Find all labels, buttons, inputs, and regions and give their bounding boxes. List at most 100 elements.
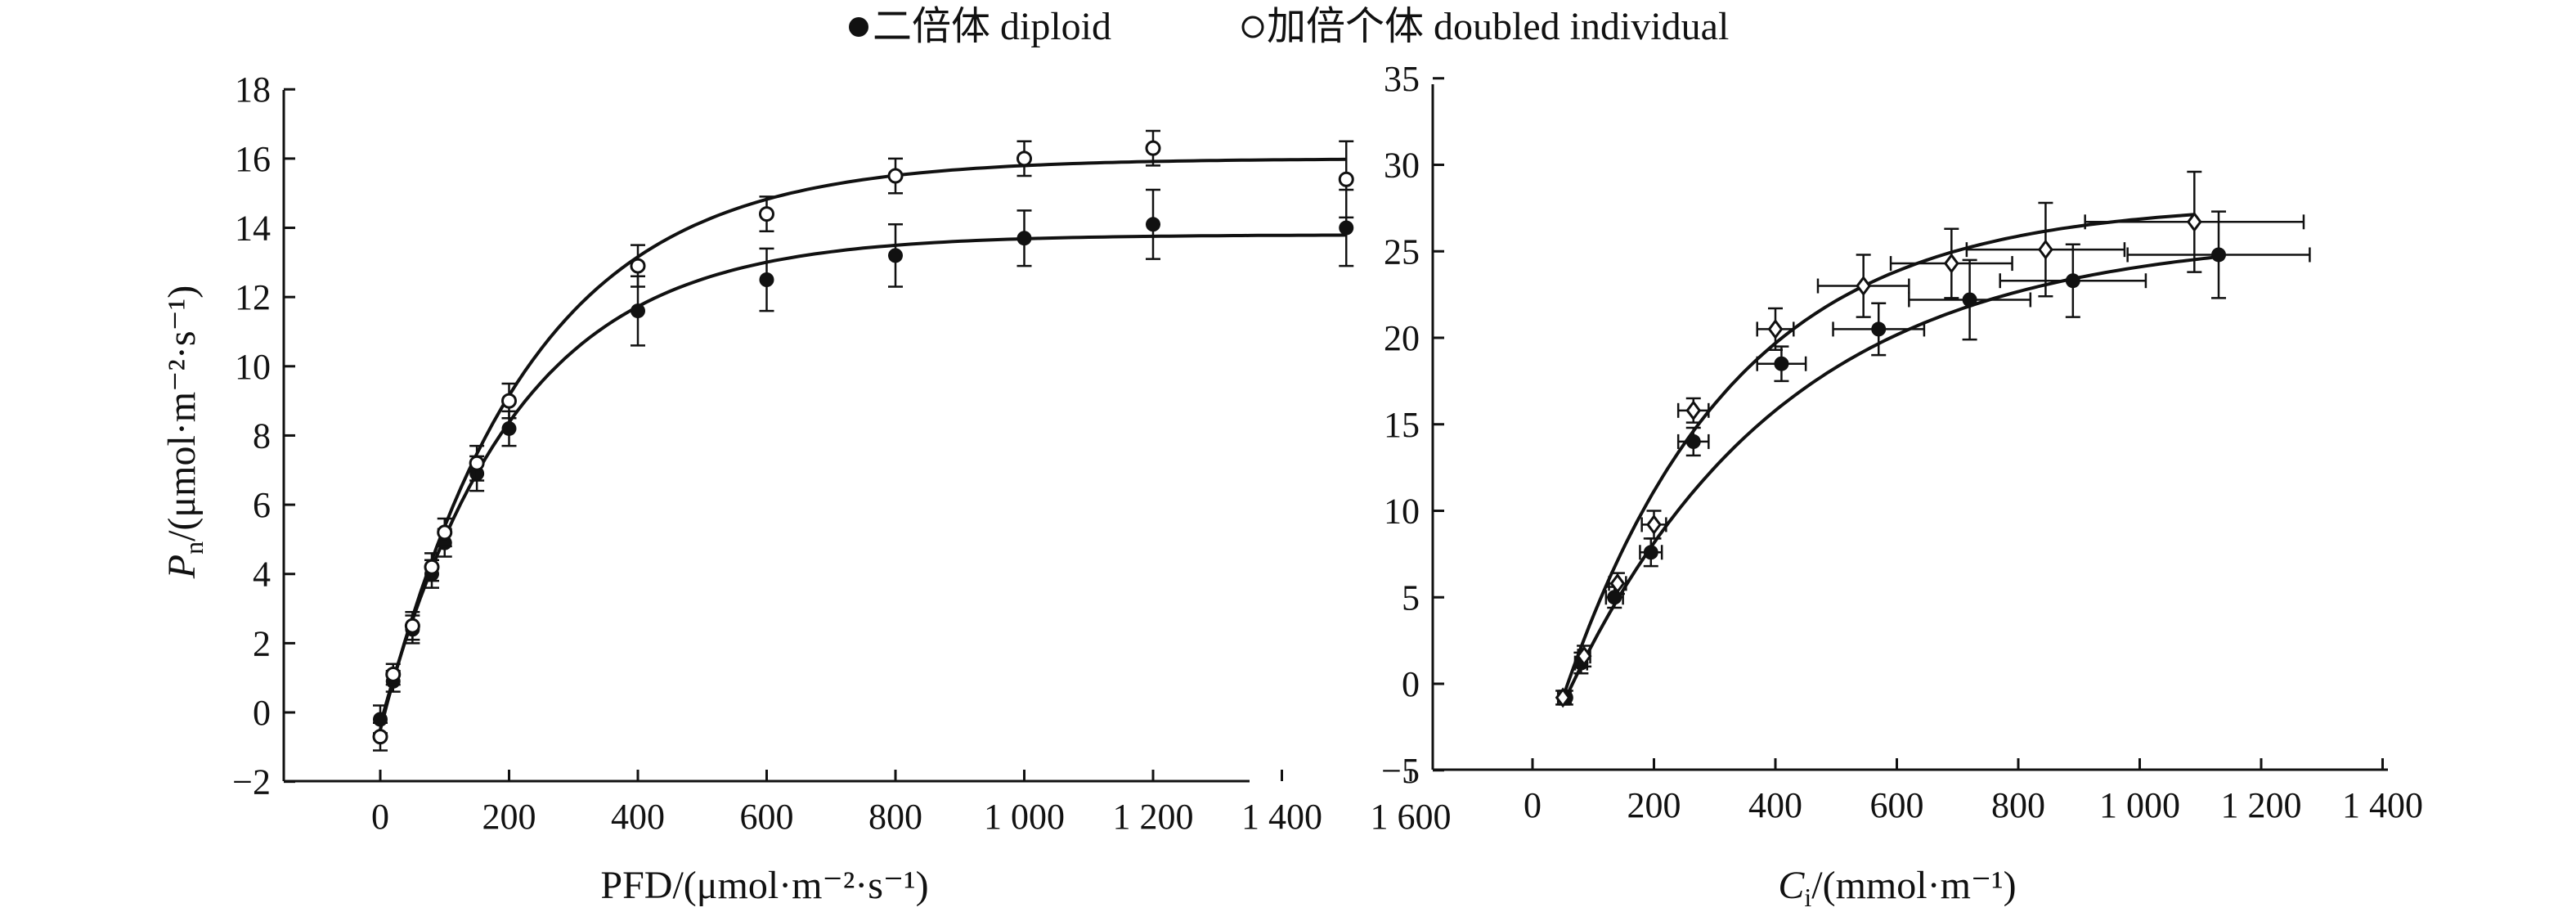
left-point-diploid bbox=[631, 303, 645, 319]
left-x-tick-label: 1 400 bbox=[1241, 797, 1322, 837]
left-y-tick-label: 6 bbox=[253, 485, 271, 525]
left-point-doubled bbox=[1016, 151, 1032, 167]
left-point-doubled bbox=[1338, 171, 1354, 187]
legend: 二倍体 diploid 加倍个体 doubled individual bbox=[849, 5, 1729, 48]
left-point-doubled bbox=[1145, 140, 1161, 156]
right-x-axis-title-rest: /(mmol·m⁻¹) bbox=[1811, 864, 2016, 907]
left-fit-curve-doubled bbox=[379, 157, 1347, 730]
right-y-tick-label: 10 bbox=[1384, 492, 1420, 532]
left-point-diploid bbox=[759, 272, 774, 287]
left-y-tick-label: −2 bbox=[232, 762, 271, 802]
left-y-tick-label: 2 bbox=[253, 623, 271, 663]
right-point-doubled bbox=[1767, 318, 1784, 339]
right-y-tick-label: 20 bbox=[1384, 318, 1420, 358]
right-x-tick-label: 1 400 bbox=[2342, 785, 2423, 825]
right-x-tick-label: 800 bbox=[1991, 785, 2045, 825]
left-x-tick-label: 1 200 bbox=[1113, 797, 1194, 837]
left-y-tick-label: 8 bbox=[253, 416, 271, 456]
right-point-doubled bbox=[1856, 276, 1872, 297]
legend-doubled-marker bbox=[1241, 16, 1264, 38]
right-x-tick-label: 600 bbox=[1870, 785, 1924, 825]
left-y-tick-label: 0 bbox=[253, 693, 271, 733]
left-y-axis-title-sub: n bbox=[179, 541, 209, 555]
left-x-axis-title: PFD/(μmol·m⁻²·s⁻¹) bbox=[600, 864, 928, 907]
left-y-axis-title: Pn/(μmol·m⁻²·s⁻¹) bbox=[160, 285, 209, 579]
right-point-doubled bbox=[1943, 253, 1959, 274]
left-y-tick-label: 14 bbox=[235, 209, 271, 249]
left-y-axis-title-main: P bbox=[160, 555, 204, 579]
right-point-diploid bbox=[1774, 356, 1789, 371]
left-point-doubled bbox=[437, 524, 453, 541]
left-fit-curve-diploid bbox=[379, 233, 1347, 726]
left-point-doubled bbox=[887, 168, 904, 184]
left-point-diploid bbox=[1339, 220, 1354, 236]
right-point-diploid bbox=[1643, 545, 1658, 560]
right-fit-curve-diploid bbox=[1564, 255, 2219, 699]
left-point-doubled bbox=[404, 618, 420, 634]
right-point-doubled bbox=[1576, 645, 1592, 667]
left-y-tick-label: 12 bbox=[235, 277, 271, 317]
right-x-axis-title-sub: i bbox=[1804, 883, 1811, 912]
right-x-tick-label: 1 000 bbox=[2099, 785, 2180, 825]
legend-doubled-label: 加倍个体 doubled individual bbox=[1267, 5, 1729, 48]
left-x-tick-label: 400 bbox=[611, 797, 665, 837]
right-point-diploid bbox=[1871, 321, 1887, 337]
right-data-marks bbox=[1555, 170, 2311, 708]
right-y-tick-label: 25 bbox=[1384, 231, 1420, 272]
left-point-diploid bbox=[501, 420, 517, 436]
left-point-doubled bbox=[424, 559, 440, 575]
legend-diploid-label: 二倍体 diploid bbox=[873, 5, 1111, 48]
left-y-tick-label: 10 bbox=[235, 347, 271, 387]
left-y-tick-label: 18 bbox=[235, 70, 271, 110]
left-y-axis-title-rest: /(μmol·m⁻²·s⁻¹) bbox=[160, 285, 204, 541]
right-x-tick-label: 400 bbox=[1748, 785, 1802, 825]
right-point-diploid bbox=[2211, 247, 2227, 263]
left-y-tick-label: 16 bbox=[235, 139, 271, 179]
right-point-doubled bbox=[1646, 514, 1662, 535]
left-x-tick-label: 200 bbox=[482, 797, 536, 837]
left-x-tick-label: 600 bbox=[740, 797, 794, 837]
right-axes: −5 0 5 10 15 20 25 30 35 0 200 400 600 800 1 000 1 200 1… bbox=[1381, 59, 2423, 825]
right-y-tick-label: 0 bbox=[1402, 664, 1420, 704]
legend-diploid-marker bbox=[849, 17, 868, 37]
right-point-doubled bbox=[1555, 687, 1571, 708]
left-point-diploid bbox=[888, 248, 903, 263]
left-point-doubled bbox=[372, 729, 388, 745]
left-point-doubled bbox=[501, 393, 517, 409]
right-point-doubled bbox=[2186, 211, 2202, 232]
left-x-tick-label: 0 bbox=[371, 797, 389, 837]
right-point-diploid bbox=[1607, 590, 1622, 605]
right-point-doubled bbox=[1685, 400, 1702, 421]
right-y-tick-label: 35 bbox=[1384, 59, 1420, 99]
right-point-diploid bbox=[1685, 434, 1701, 449]
right-x-tick-label: 0 bbox=[1524, 785, 1542, 825]
left-point-diploid bbox=[1146, 217, 1160, 232]
right-x-axis-title-main: C bbox=[1778, 864, 1805, 907]
left-point-doubled bbox=[759, 206, 774, 222]
right-point-diploid bbox=[2065, 273, 2080, 289]
left-x-tick-label: 800 bbox=[868, 797, 922, 837]
left-x-tick-label: 1 000 bbox=[984, 797, 1065, 837]
left-point-doubled bbox=[385, 666, 402, 682]
left-point-diploid bbox=[1016, 231, 1032, 246]
right-x-tick-label: 200 bbox=[1627, 785, 1681, 825]
left-data-marks bbox=[372, 129, 1354, 752]
right-y-tick-label: 5 bbox=[1402, 577, 1420, 618]
right-point-diploid bbox=[1962, 292, 1977, 308]
right-y-tick-label: −5 bbox=[1381, 751, 1420, 791]
right-fit-curve-doubled bbox=[1561, 213, 2195, 699]
left-x-tick-label: 1 600 bbox=[1371, 797, 1452, 837]
left-point-doubled bbox=[469, 455, 485, 471]
left-y-tick-label: 4 bbox=[253, 555, 271, 595]
right-y-tick-label: 15 bbox=[1384, 405, 1420, 445]
right-x-axis-title: Ci/(mmol·m⁻¹) bbox=[1778, 864, 2016, 912]
chart-right-panel: −5 0 5 10 15 20 25 30 35 0 200 400 600 800 1 000 1 200 1… bbox=[1381, 59, 2423, 912]
right-x-tick-label: 1 200 bbox=[2221, 785, 2302, 825]
left-point-doubled bbox=[630, 258, 646, 274]
right-y-tick-label: 30 bbox=[1384, 146, 1420, 186]
right-point-doubled bbox=[1609, 573, 1626, 594]
right-point-doubled bbox=[2038, 239, 2053, 260]
